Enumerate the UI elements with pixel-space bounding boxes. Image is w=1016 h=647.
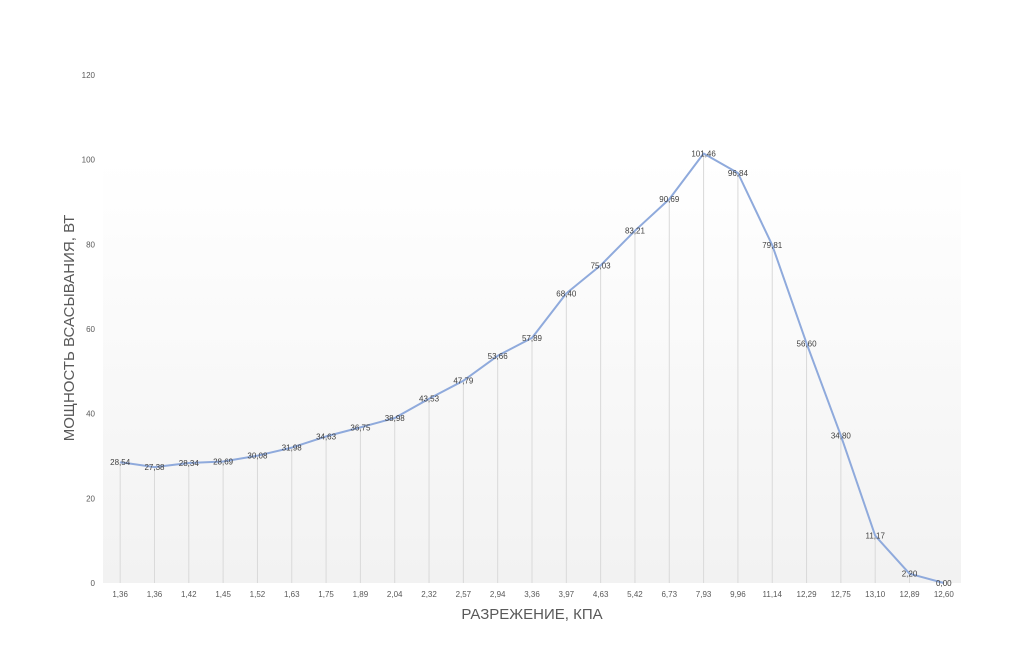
data-label: 34,63 — [316, 432, 337, 441]
x-tick-label: 1,89 — [353, 590, 369, 599]
x-tick-label: 9,96 — [730, 590, 746, 599]
data-label: 31,98 — [282, 444, 303, 453]
series-line — [120, 152, 945, 584]
x-tick-label: 2,94 — [490, 590, 506, 599]
x-tick-label: 1,75 — [318, 590, 334, 599]
x-tick-label: 3,97 — [559, 590, 575, 599]
data-labels: 28,54 27,38 28,34 28,69 30,08 31,98 34,63 36,75… — [110, 149, 952, 588]
x-tick-label: 1,45 — [215, 590, 231, 599]
x-tick-label: 5,42 — [627, 590, 643, 599]
x-tick-label: 2,04 — [387, 590, 403, 599]
data-label: 101,46 — [691, 149, 716, 158]
x-tick-label: 12,75 — [831, 590, 852, 599]
x-tick-label: 12,60 — [934, 590, 955, 599]
data-label: 36,75 — [350, 423, 371, 432]
data-label: 79,81 — [762, 241, 783, 250]
x-axis-ticks: 1,36 1,36 1,42 1,45 1,52 1,63 1,75 1,89 2,04 2,32… — [112, 590, 954, 599]
data-label: 53,66 — [488, 352, 509, 361]
x-tick-label: 2,57 — [456, 590, 472, 599]
data-label: 30,08 — [247, 452, 268, 461]
x-axis-title: РАЗРЕЖЕНИЕ, КПА — [461, 606, 602, 623]
x-tick-label: 1,52 — [250, 590, 266, 599]
x-tick-label: 1,63 — [284, 590, 300, 599]
y-tick-label: 20 — [86, 494, 95, 503]
data-label: 11,17 — [865, 532, 885, 541]
x-tick-label: 11,14 — [763, 590, 783, 599]
x-tick-label: 12,89 — [900, 590, 921, 599]
data-label: 28,54 — [110, 458, 131, 467]
data-label: 43,53 — [419, 395, 440, 404]
y-tick-label: 120 — [82, 71, 96, 80]
data-label: 96,84 — [728, 169, 749, 178]
y-tick-label: 100 — [82, 156, 96, 165]
x-tick-label: 2,32 — [421, 590, 437, 599]
data-label: 90,69 — [659, 195, 680, 204]
data-label: 2,20 — [902, 570, 918, 579]
data-label: 28,34 — [179, 459, 200, 468]
x-tick-label: 12,29 — [797, 590, 818, 599]
data-label: 83,21 — [625, 227, 646, 236]
x-tick-label: 7,93 — [696, 590, 712, 599]
x-tick-label: 4,63 — [593, 590, 609, 599]
y-tick-label: 40 — [86, 410, 95, 419]
x-tick-label: 1,36 — [112, 590, 128, 599]
data-label: 0,00 — [936, 579, 952, 588]
data-label: 68,40 — [556, 289, 577, 298]
x-tick-label: 1,42 — [181, 590, 197, 599]
y-tick-label: 0 — [91, 579, 96, 588]
data-label: 27,38 — [144, 463, 165, 472]
data-label: 34,80 — [831, 432, 852, 441]
data-label: 56,60 — [797, 339, 818, 348]
x-tick-label: 3,36 — [524, 590, 540, 599]
y-axis-title: МОЩНОСТЬ ВСАСЫВАНИЯ, ВТ — [61, 215, 78, 442]
x-tick-label: 13,10 — [865, 590, 886, 599]
data-label: 38,98 — [385, 414, 406, 423]
data-label: 57,89 — [522, 334, 543, 343]
y-tick-label: 60 — [86, 325, 95, 334]
data-label: 75,03 — [591, 261, 612, 270]
y-tick-label: 80 — [86, 240, 95, 249]
x-tick-label: 1,36 — [147, 590, 163, 599]
data-label: 28,69 — [213, 458, 234, 467]
drop-lines — [119, 153, 911, 583]
data-label: 47,79 — [453, 377, 474, 386]
y-axis-ticks: 0 20 40 60 80 100 120 — [82, 71, 96, 588]
x-tick-label: 6,73 — [661, 590, 677, 599]
